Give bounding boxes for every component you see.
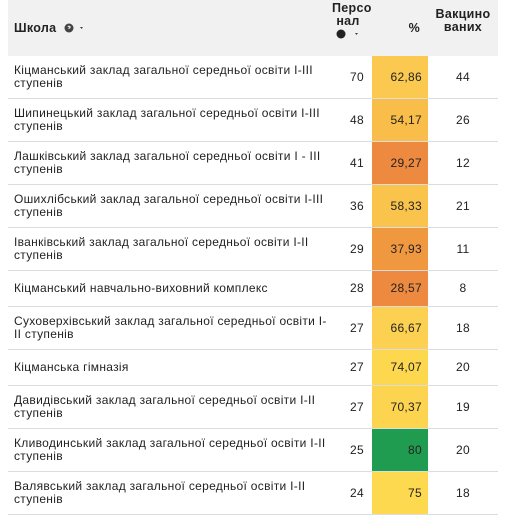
header-percent[interactable]: % (372, 0, 428, 56)
vaccinated-cell: 20 (428, 349, 498, 386)
header-text: Школа (14, 20, 57, 35)
vaccinated-cell: 44 (428, 56, 498, 99)
percent-cell: 58,33 (372, 184, 428, 228)
table-row: Кіцманський заклад загальної середньої о… (8, 56, 498, 99)
percent-cell: 62,86 (372, 56, 428, 99)
school-cell: Кіцманський заклад загальної середньої о… (8, 56, 332, 99)
staff-cell: 41 (332, 141, 372, 185)
table-body: Кіцманський заклад загальної середньої о… (8, 56, 498, 515)
table-row: Ошихлібський заклад загальної середньої … (8, 184, 498, 228)
table-row: Іванківський заклад загальної середньої … (8, 227, 498, 271)
vaccinated-cell: 18 (428, 306, 498, 350)
school-cell: Кіцманський навчально-виховний комплекс (8, 270, 332, 307)
table-row: Кіцманський навчально-виховний комплекс 2… (8, 270, 498, 307)
table-row: Давидівський заклад загальної середньої … (8, 385, 498, 429)
staff-cell: 28 (332, 270, 372, 307)
header-text: Персо нал (332, 1, 372, 28)
school-cell: Ошихлібський заклад загальної середньої … (8, 184, 332, 228)
vaccinated-cell: 8 (428, 270, 498, 307)
staff-cell: 27 (332, 306, 372, 350)
school-cell: Кливодинський заклад загальної середньої… (8, 428, 332, 472)
help-sort-icons (64, 23, 84, 33)
help-sort-icons (336, 29, 358, 39)
percent-cell: 66,67 (372, 306, 428, 350)
percent-cell: 70,37 (372, 385, 428, 429)
school-cell: Іванківський заклад загальної середньої … (8, 227, 332, 271)
header-vaccinated[interactable]: Вакцино ваних (428, 0, 498, 56)
staff-cell: 24 (332, 471, 372, 515)
school-cell: Давидівський заклад загальної середньої … (8, 385, 332, 429)
percent-cell: 80 (372, 428, 428, 472)
table-row: Кіцманська гімназія 27 74,07 20 (8, 349, 498, 386)
staff-cell: 27 (332, 385, 372, 429)
table-row: Лашківський заклад загальної середньої о… (8, 141, 498, 185)
header-row: Школа Персо нал % Вакцино ваних (8, 0, 498, 56)
vaccinated-cell: 12 (428, 141, 498, 185)
header-text: % (408, 20, 420, 35)
school-cell: Валявський заклад загальної середньої ос… (8, 471, 332, 515)
staff-cell: 48 (332, 98, 372, 142)
header-text: Вакцино ваних (435, 7, 491, 34)
staff-cell: 70 (332, 56, 372, 99)
vaccinated-cell: 26 (428, 98, 498, 142)
percent-cell: 29,27 (372, 141, 428, 185)
school-cell: Лашківський заклад загальної середньої о… (8, 141, 332, 185)
header-school[interactable]: Школа (8, 0, 332, 56)
school-cell: Шипинецький заклад загальної середньої о… (8, 98, 332, 142)
school-cell: Кіцманська гімназія (8, 349, 332, 386)
vaccinated-cell: 19 (428, 385, 498, 429)
staff-cell: 29 (332, 227, 372, 271)
school-cell: Суховерхівський заклад загальної середнь… (8, 306, 332, 350)
staff-cell: 25 (332, 428, 372, 472)
data-table: Школа Персо нал % Вакцино ваних Кіцмансь… (8, 0, 498, 515)
header-staff[interactable]: Персо нал (332, 0, 372, 56)
vaccinated-cell: 11 (428, 227, 498, 271)
vaccinated-cell: 21 (428, 184, 498, 228)
percent-cell: 37,93 (372, 227, 428, 271)
percent-cell: 28,57 (372, 270, 428, 307)
staff-cell: 27 (332, 349, 372, 386)
vaccinated-cell: 18 (428, 471, 498, 515)
percent-cell: 75 (372, 471, 428, 515)
staff-cell: 36 (332, 184, 372, 228)
vaccinated-cell: 20 (428, 428, 498, 472)
table-row: Кливодинський заклад загальної середньої… (8, 428, 498, 472)
percent-cell: 54,17 (372, 98, 428, 142)
table-row: Суховерхівський заклад загальної середнь… (8, 306, 498, 350)
table-row: Валявський заклад загальної середньої ос… (8, 471, 498, 515)
table-row: Шипинецький заклад загальної середньої о… (8, 98, 498, 142)
percent-cell: 74,07 (372, 349, 428, 386)
